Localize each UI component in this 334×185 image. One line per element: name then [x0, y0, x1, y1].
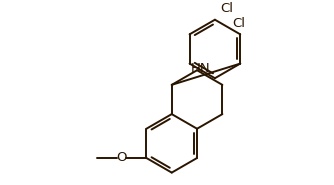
- Text: Cl: Cl: [232, 17, 245, 30]
- Text: HN: HN: [191, 63, 210, 75]
- Text: O: O: [116, 152, 127, 164]
- Text: Cl: Cl: [221, 2, 234, 15]
